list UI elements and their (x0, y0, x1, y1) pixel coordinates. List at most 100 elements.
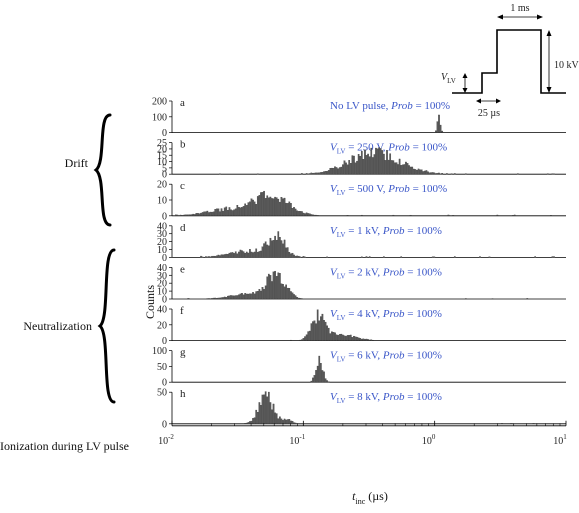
histogram-bar (271, 409, 273, 424)
histogram-bar (239, 207, 242, 216)
histogram-bar (312, 377, 314, 383)
x-tick-label: 100 (422, 433, 436, 447)
y-tick-label: 0 (162, 419, 167, 430)
histogram-bar (365, 155, 368, 175)
panel-c-condition: VLV = 500 V, Prob = 100% (330, 183, 447, 197)
histogram-bar (301, 173, 303, 175)
histogram-bar (223, 207, 226, 216)
histogram-bar (394, 162, 396, 175)
histogram-bar (269, 196, 272, 216)
histogram-bar (357, 154, 360, 175)
panel-a: 0 100 200 a No LV pulse, Prob = 100% (152, 97, 566, 139)
histogram-bar (184, 214, 187, 216)
histogram-bar (256, 173, 259, 175)
histogram-bar (247, 252, 250, 258)
histogram-bar (392, 160, 395, 175)
histogram-bar (305, 212, 308, 216)
histogram-bar (553, 256, 555, 258)
histogram-bar (267, 391, 270, 424)
histogram-bar (285, 202, 287, 216)
histogram-bar (416, 170, 418, 175)
histogram-bar (272, 240, 275, 258)
panel-f-bars (290, 309, 374, 341)
histogram-bar (305, 334, 308, 341)
histogram-bar (313, 320, 316, 341)
histogram-bar (255, 248, 258, 258)
histogram-bar (204, 211, 207, 216)
histogram-bar (315, 323, 317, 341)
histogram-bar (209, 256, 212, 258)
histogram-bar (345, 162, 347, 175)
histogram-bar (324, 321, 327, 341)
histogram-bar (364, 149, 366, 175)
histogram-bar (338, 334, 341, 341)
histogram-bar (329, 333, 332, 341)
histogram-bar (316, 365, 319, 383)
histogram-bar (381, 150, 384, 175)
histogram-bar (260, 290, 262, 300)
histogram-bar (551, 256, 554, 258)
histogram-bar (348, 335, 351, 341)
histogram-bar (280, 196, 283, 216)
histogram-bar (274, 235, 276, 258)
histogram-bar (326, 380, 328, 383)
histogram-bar (253, 417, 256, 424)
histogram-bar (294, 255, 297, 258)
histogram-bar (263, 190, 265, 216)
histogram-bar (212, 211, 215, 216)
histogram-bar (326, 325, 328, 341)
histogram-bar (293, 207, 295, 216)
histogram-bar (438, 172, 440, 175)
histogram-bar (319, 363, 322, 383)
histogram-bar (411, 166, 414, 175)
histogram-bar (223, 296, 226, 300)
histogram-bar (242, 251, 245, 258)
histogram-bar (365, 256, 368, 258)
histogram-bar (234, 295, 237, 300)
histogram-bar (285, 419, 287, 424)
panel-letter-g: g (180, 347, 186, 359)
histogram-bar (280, 240, 283, 258)
y-tick-label: 40 (157, 305, 167, 316)
histogram-bar (261, 192, 264, 216)
histogram-bar (419, 169, 421, 175)
histogram-bar (294, 208, 297, 216)
histogram-bar (286, 247, 289, 258)
panel-letter-h: h (180, 388, 186, 400)
panel-letter-a: a (180, 97, 185, 109)
histogram-bar (249, 293, 251, 300)
histogram-bar (340, 166, 343, 175)
histogram-bar (318, 355, 321, 383)
panel-b-bars (219, 147, 555, 175)
histogram-bar (258, 402, 261, 424)
histogram-bar (215, 208, 218, 216)
histogram-bar (301, 339, 303, 341)
histogram-bar (231, 295, 234, 300)
voltage-pulse-diagram: 1 ms 10 kV VLV 25 µs (441, 3, 579, 119)
histogram-bar (332, 167, 335, 175)
histogram-bar (247, 293, 250, 300)
histogram-bar (175, 214, 177, 216)
histogram-bar (245, 293, 248, 300)
histogram-bar (234, 251, 237, 258)
histogram-bar (403, 164, 406, 175)
histogram-bar (365, 338, 368, 341)
histogram-bar (230, 252, 232, 258)
y-tick-label: 5 (162, 163, 167, 174)
histogram-bar (334, 166, 336, 175)
histogram-bar (277, 272, 280, 300)
histogram-bar (263, 394, 265, 424)
histogram-bar (260, 405, 262, 424)
panel-letter-b: b (180, 139, 186, 151)
histogram-bar (319, 316, 322, 341)
histogram-bar (252, 418, 254, 424)
histogram-bar (324, 171, 327, 175)
histogram-bar (282, 243, 284, 258)
histogram-bar (316, 172, 319, 175)
histogram-bar (247, 422, 250, 424)
histogram-bar (272, 198, 275, 216)
histogram-bar (321, 370, 324, 383)
panel-letter-c: c (180, 180, 185, 192)
y-tick-label: 100 (152, 112, 167, 123)
histogram-bar (496, 214, 499, 216)
